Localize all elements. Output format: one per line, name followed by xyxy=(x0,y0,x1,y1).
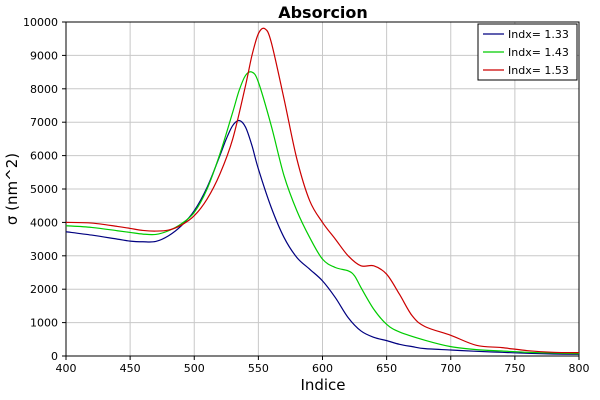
legend: Indx= 1.33 Indx= 1.43 Indx= 1.53 xyxy=(477,23,578,81)
y-tick-label: 2000 xyxy=(30,283,58,296)
series-line-indx-1-43 xyxy=(65,71,580,355)
y-tick-label: 6000 xyxy=(30,150,58,163)
x-tick-label: 400 xyxy=(56,362,77,375)
x-tick-label: 700 xyxy=(440,362,461,375)
series-line-indx-1-53 xyxy=(65,27,580,354)
legend-label-indx-1-53: Indx= 1.53 xyxy=(508,64,569,77)
y-tick-label: 5000 xyxy=(30,183,58,196)
series-line-indx-1-33 xyxy=(65,119,580,355)
y-tick-label: 8000 xyxy=(30,83,58,96)
x-axis: 400 450 500 550 600 650 700 750 800 xyxy=(56,356,590,375)
x-tick-label: 650 xyxy=(376,362,397,375)
x-tick-label: 500 xyxy=(184,362,205,375)
x-axis-title: Indice xyxy=(300,376,345,394)
y-tick-label: 1000 xyxy=(30,317,58,330)
y-axis: 0 1000 2000 3000 4000 5000 6000 7000 8000 9000 100… xyxy=(23,16,66,363)
y-tick-label: 0 xyxy=(51,350,58,363)
x-tick-label: 550 xyxy=(248,362,269,375)
y-tick-label: 9000 xyxy=(30,49,58,62)
x-tick-label: 750 xyxy=(504,362,525,375)
legend-label-indx-1-43: Indx= 1.43 xyxy=(508,46,569,59)
x-tick-label: 800 xyxy=(569,362,590,375)
chart-title: Absorcion xyxy=(278,3,368,22)
x-tick-label: 450 xyxy=(120,362,141,375)
y-tick-label: 7000 xyxy=(30,116,58,129)
y-tick-label: 10000 xyxy=(23,16,58,29)
x-tick-label: 600 xyxy=(312,362,333,375)
y-tick-label: 4000 xyxy=(30,216,58,229)
y-axis-title: σ (nm^2) xyxy=(3,153,21,225)
legend-label-indx-1-33: Indx= 1.33 xyxy=(508,28,569,41)
series-lines xyxy=(65,27,580,355)
y-tick-label: 3000 xyxy=(30,250,58,263)
